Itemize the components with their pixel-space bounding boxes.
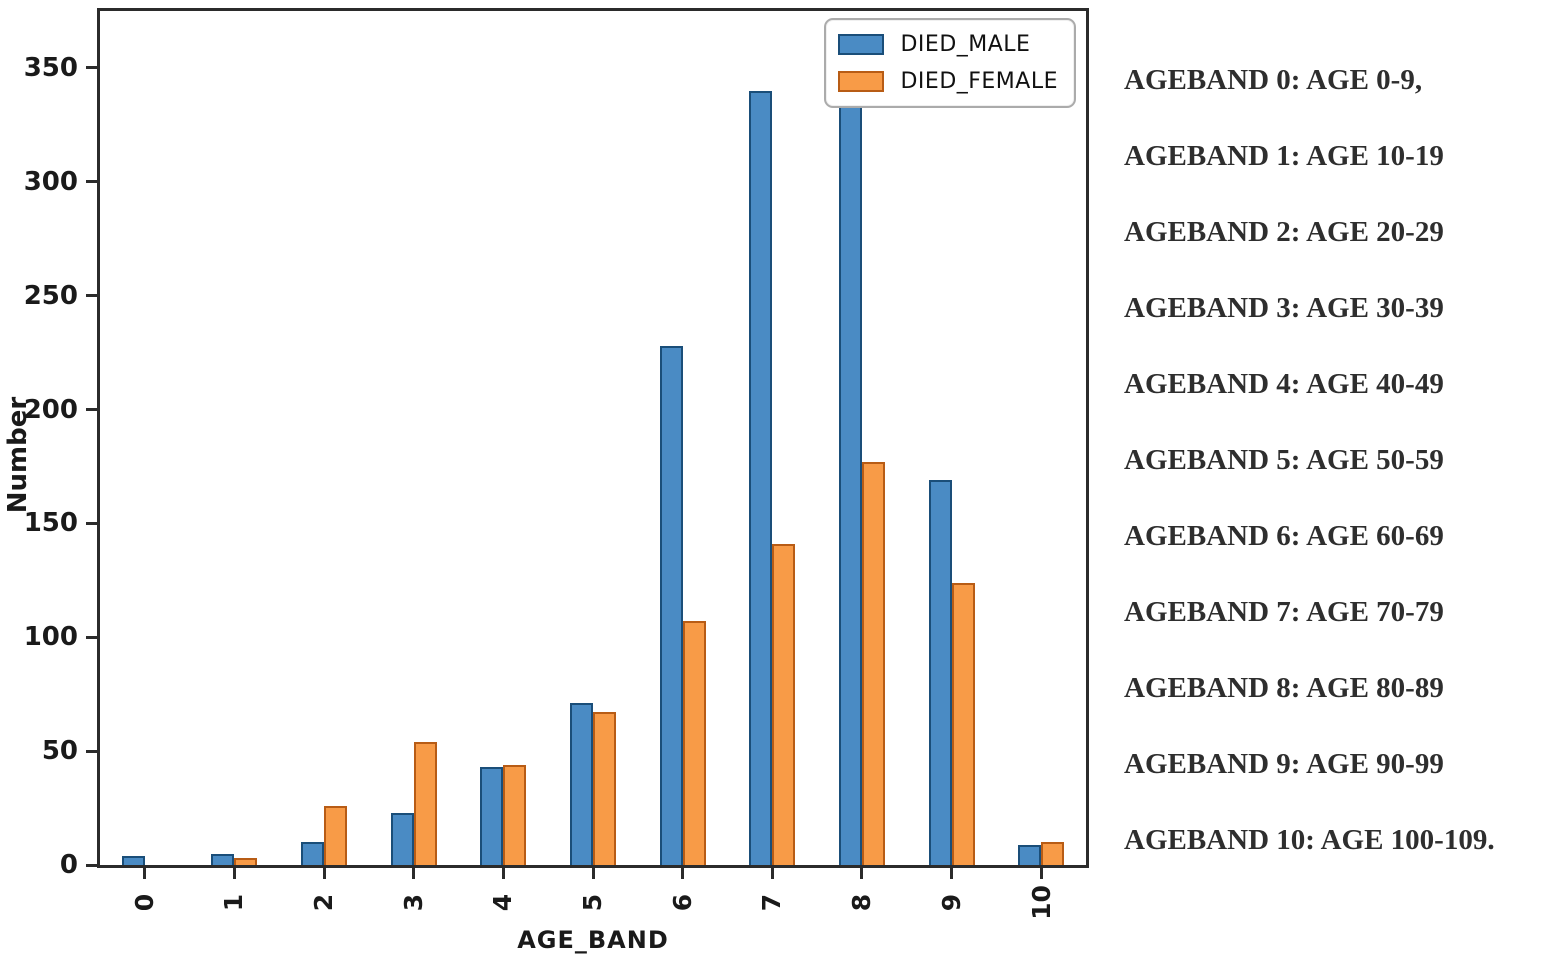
legend-item-died-female: DIED_FEMALE <box>838 69 1058 94</box>
y-tick-label-300: 300 <box>23 167 78 197</box>
bar-died-female-band-5 <box>593 712 616 865</box>
bar-died-male-band-5 <box>570 703 593 865</box>
x-tick-mark-6 <box>681 868 684 879</box>
bar-died-female-band-3 <box>414 742 437 865</box>
y-tick-mark-0 <box>86 864 97 867</box>
bar-died-male-band-0 <box>122 856 145 865</box>
ageband-annotation-line-6: AGEBAND 6: AGE 60-69 <box>1124 519 1444 552</box>
ageband-annotation-line-5: AGEBAND 5: AGE 50-59 <box>1124 443 1444 476</box>
x-tick-mark-9 <box>950 868 953 879</box>
y-tick-label-200: 200 <box>23 395 78 425</box>
x-tick-mark-2 <box>323 868 326 879</box>
bar-died-female-band-8 <box>862 462 885 865</box>
y-tick-mark-300 <box>86 180 97 183</box>
bar-died-male-band-6 <box>660 346 683 865</box>
ageband-annotation-line-9: AGEBAND 9: AGE 90-99 <box>1124 747 1444 780</box>
legend: DIED_MALE DIED_FEMALE <box>824 18 1076 108</box>
legend-label-died-female: DIED_FEMALE <box>900 69 1058 94</box>
y-tick-mark-350 <box>86 66 97 69</box>
bar-died-female-band-7 <box>772 544 795 865</box>
bar-died-male-band-7 <box>749 91 772 865</box>
x-tick-mark-5 <box>592 868 595 879</box>
y-tick-label-100: 100 <box>23 622 78 652</box>
x-tick-mark-3 <box>412 868 415 879</box>
ageband-annotation-line-2: AGEBAND 2: AGE 20-29 <box>1124 215 1444 248</box>
plot-area: DIED_MALE DIED_FEMALE <box>97 8 1089 868</box>
bar-died-female-band-4 <box>503 765 526 865</box>
bar-died-female-band-2 <box>324 806 347 865</box>
ageband-annotation-line-3: AGEBAND 3: AGE 30-39 <box>1124 291 1444 324</box>
y-tick-mark-150 <box>86 522 97 525</box>
x-tick-mark-10 <box>1040 868 1043 879</box>
bar-died-female-band-9 <box>952 583 975 865</box>
ageband-annotation-line-0: AGEBAND 0: AGE 0-9, <box>1124 63 1423 96</box>
y-tick-mark-50 <box>86 750 97 753</box>
x-axis-label: AGE_BAND <box>517 926 669 954</box>
y-tick-mark-250 <box>86 294 97 297</box>
ageband-annotation-line-4: AGEBAND 4: AGE 40-49 <box>1124 367 1444 400</box>
bar-died-male-band-1 <box>211 854 234 865</box>
legend-label-died-male: DIED_MALE <box>900 32 1031 57</box>
ageband-annotation-line-1: AGEBAND 1: AGE 10-19 <box>1124 139 1444 172</box>
x-tick-mark-1 <box>233 868 236 879</box>
bar-died-male-band-10 <box>1018 845 1041 865</box>
bar-died-female-band-1 <box>234 858 257 865</box>
y-tick-mark-200 <box>86 408 97 411</box>
bar-died-male-band-8 <box>839 50 862 865</box>
y-tick-label-250: 250 <box>23 281 78 311</box>
bar-died-male-band-3 <box>391 813 414 865</box>
died-female-swatch-icon <box>838 71 885 92</box>
ageband-annotation-line-8: AGEBAND 8: AGE 80-89 <box>1124 671 1444 704</box>
x-tick-mark-4 <box>502 868 505 879</box>
ageband-annotation-line-10: AGEBAND 10: AGE 100-109. <box>1124 823 1495 856</box>
ageband-annotation-line-7: AGEBAND 7: AGE 70-79 <box>1124 595 1444 628</box>
y-tick-label-0: 0 <box>59 850 78 880</box>
y-tick-mark-100 <box>86 636 97 639</box>
bar-died-female-band-10 <box>1041 842 1064 865</box>
bar-died-male-band-4 <box>480 767 503 865</box>
x-tick-mark-7 <box>771 868 774 879</box>
bar-died-male-band-9 <box>929 480 952 865</box>
y-tick-label-50: 50 <box>41 736 78 766</box>
x-tick-mark-8 <box>860 868 863 879</box>
y-tick-label-150: 150 <box>23 508 78 538</box>
y-tick-label-350: 350 <box>23 53 78 83</box>
died-male-swatch-icon <box>838 34 885 55</box>
bar-died-male-band-2 <box>301 842 324 865</box>
legend-item-died-male: DIED_MALE <box>838 32 1058 57</box>
bar-died-female-band-6 <box>683 621 706 865</box>
ageband-annotations: AGEBAND 0: AGE 0-9, AGEBAND 1: AGE 10-19 A… <box>1124 42 1544 878</box>
x-tick-mark-0 <box>143 868 146 879</box>
